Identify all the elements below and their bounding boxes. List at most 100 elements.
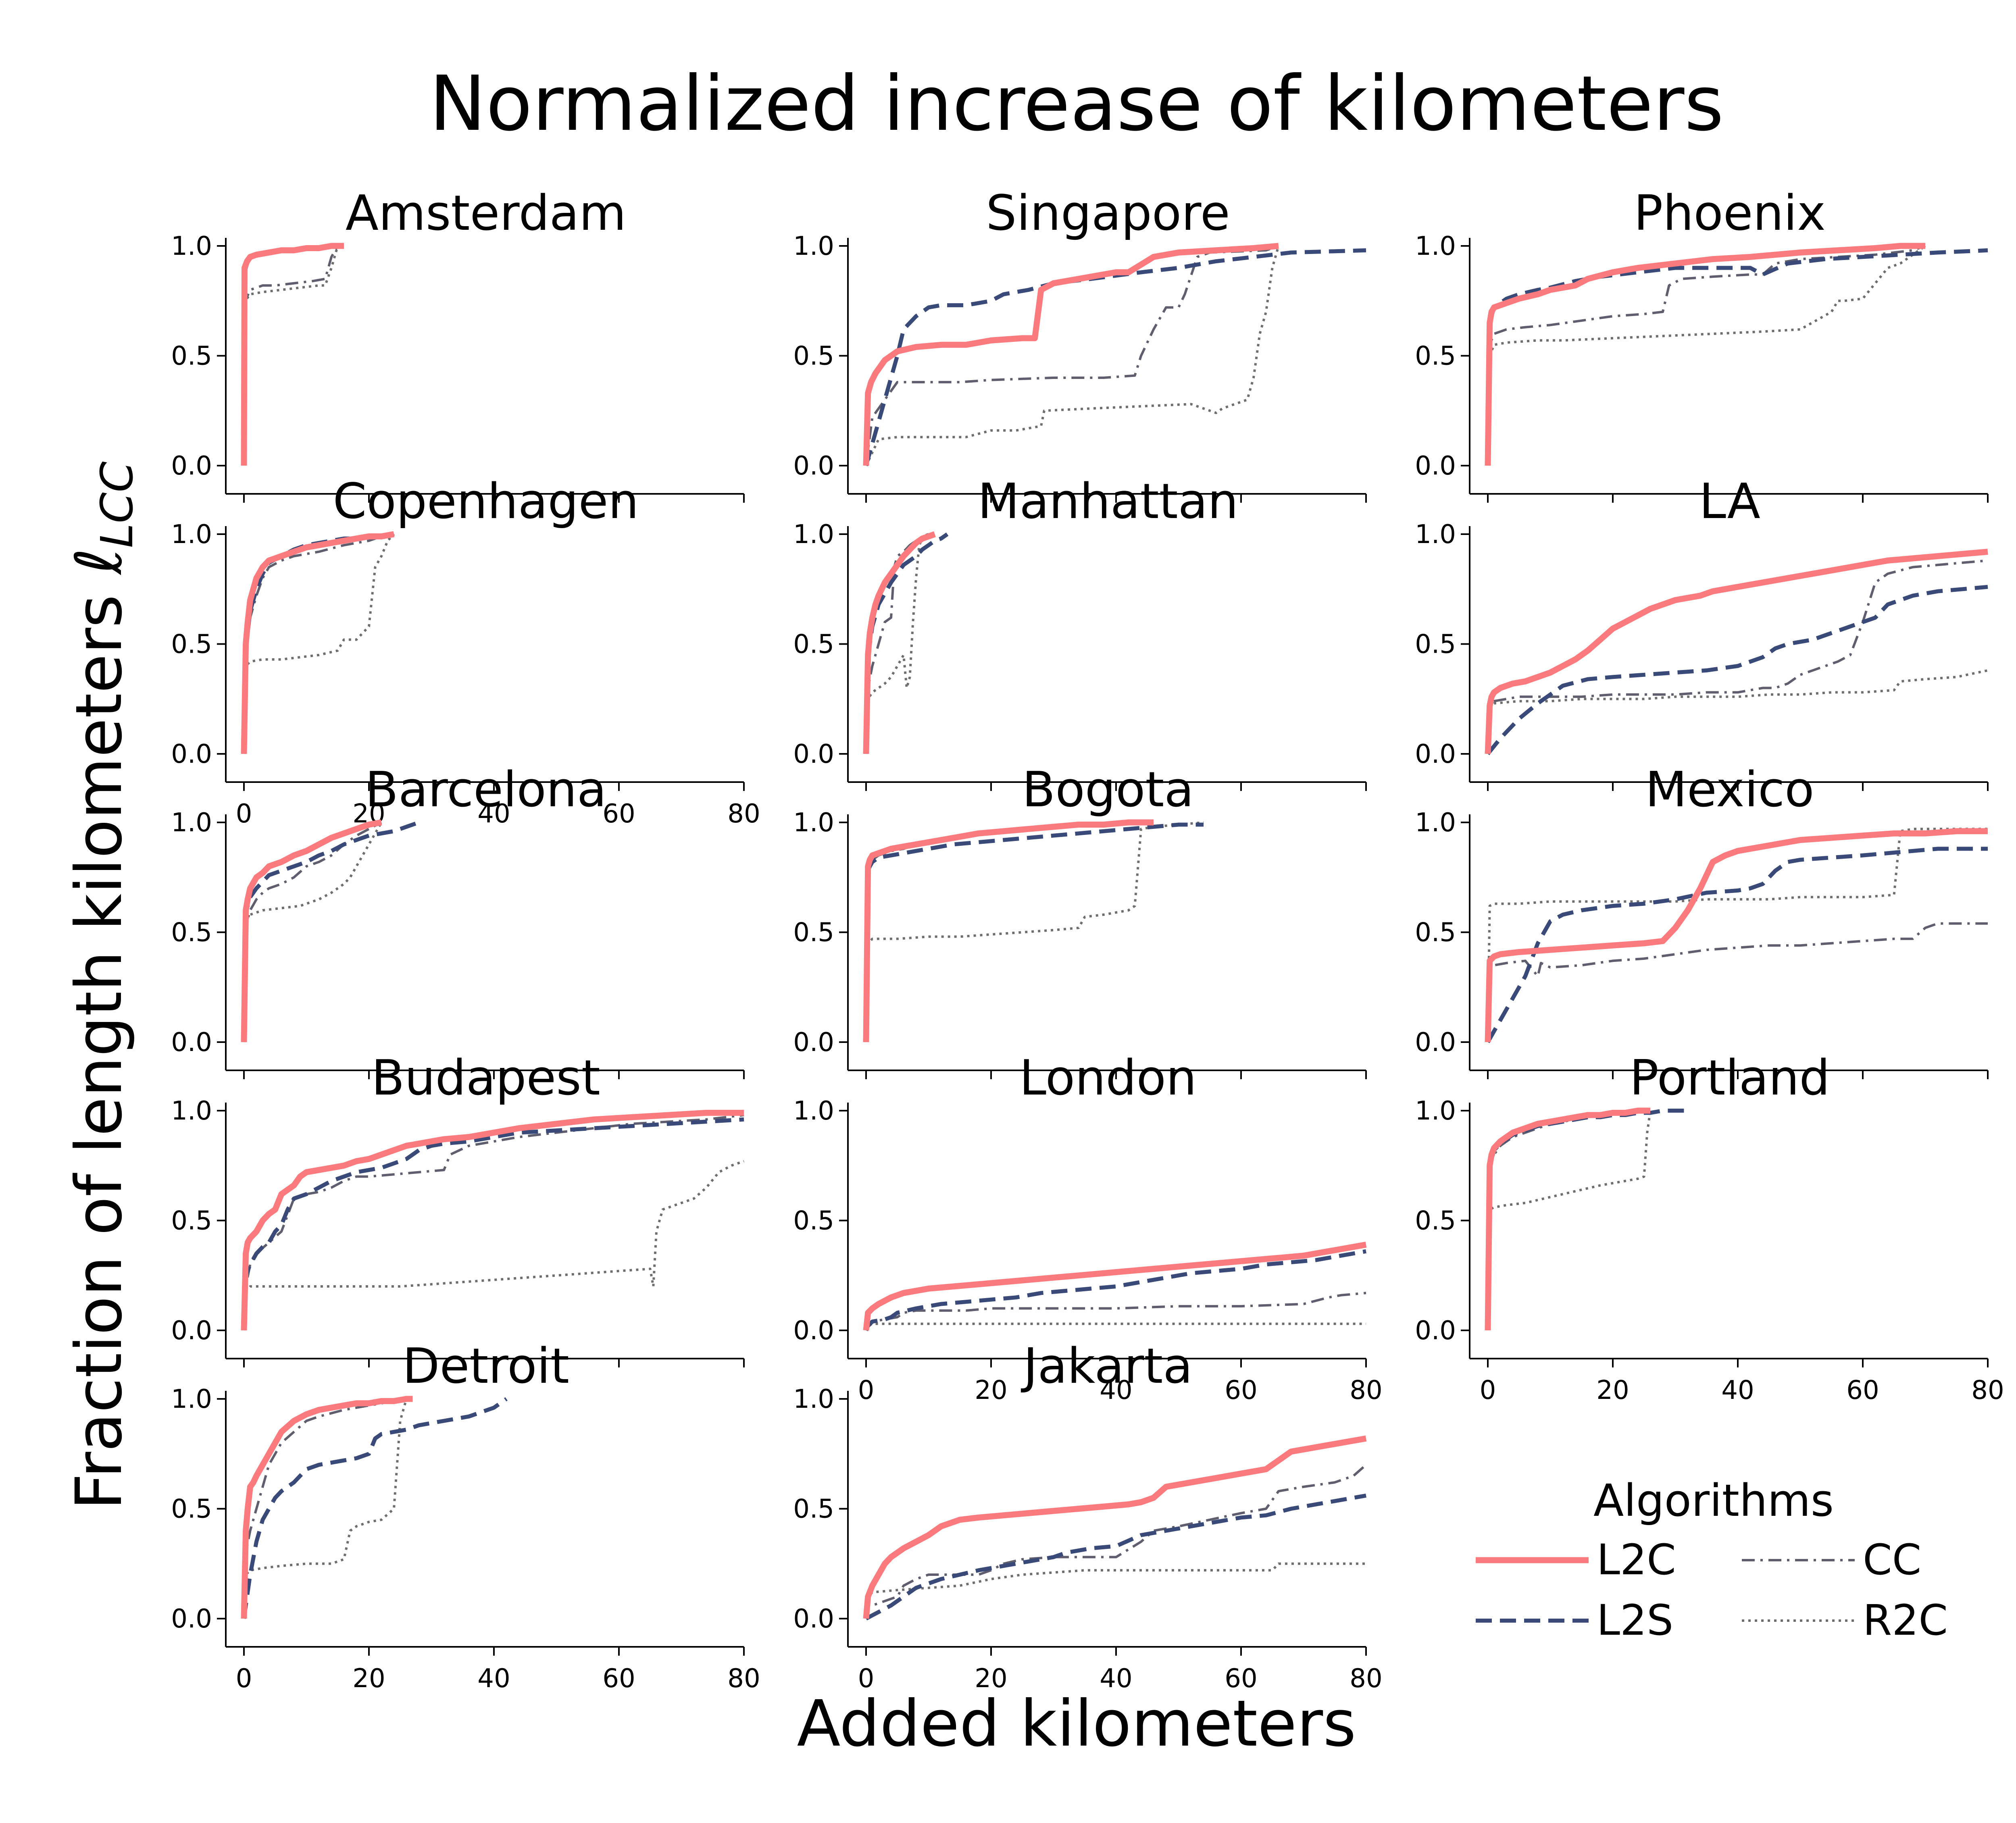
subplot-grid: 0.00.51.0Amsterdam0.00.51.0Singapore0.00… [171, 185, 2004, 1694]
x-tick-label: 60 [1225, 1664, 1257, 1694]
y-tick-label: 1.0 [171, 231, 212, 261]
series-line-cc [865, 245, 1279, 466]
subplot-singapore: 0.0 0.5 1.0 Singapore [793, 185, 1367, 503]
x-tick-label: 60 [602, 799, 635, 829]
series-line-r2c [865, 821, 1204, 1043]
series-line-l2s [864, 248, 1366, 466]
figure-title: Normalized increase of kilometers [429, 60, 1724, 148]
x-tick-label: 20 [975, 1376, 1007, 1405]
y-tick-label: 0.5 [171, 630, 212, 660]
series-line-l2c [241, 243, 344, 466]
legend-entry-cc: CC [1742, 1535, 1921, 1584]
subplot-barcelona: 0.0 0.5 1.0 Barcelona [171, 762, 745, 1079]
subplot-title: London [1019, 1050, 1197, 1106]
subplot-title: Portland [1630, 1050, 1830, 1106]
x-tick-label: 40 [1100, 1664, 1132, 1694]
series-line-cc [865, 821, 1154, 1043]
y-axis-label-text: Fraction of length kilometers [62, 595, 136, 1510]
y-tick-label: 0.0 [171, 1604, 212, 1634]
y-tick-label: 0.5 [1415, 918, 1456, 948]
series-line-r2c [243, 1398, 408, 1619]
subplot-title: Manhattan [978, 474, 1238, 530]
x-axis-label: Added kilometers [797, 1687, 1356, 1761]
series-line-l2s [1486, 1109, 1688, 1331]
y-tick-label: 0.0 [171, 1028, 212, 1057]
series-line-l2c [241, 819, 382, 1043]
x-tick-label: 80 [727, 799, 760, 829]
y-tick-label: 0.0 [793, 739, 834, 769]
x-tick-label: 0 [236, 1664, 252, 1694]
subplot-title: Detroit [402, 1338, 569, 1394]
subplot-title: Mexico [1645, 762, 1814, 818]
series-line-l2s [1486, 248, 1988, 466]
legend-entry-l2c: L2C [1476, 1535, 1676, 1584]
y-tick-label: 0.5 [793, 1206, 834, 1236]
y-axis-label-subscript: LCC [91, 461, 143, 548]
series-line-l2c [863, 1242, 1367, 1331]
y-tick-label: 0.0 [1415, 1028, 1456, 1057]
series-line-l2c [1485, 1107, 1650, 1331]
x-tick-label: 80 [727, 1664, 760, 1694]
subplot-title: LA [1699, 474, 1760, 530]
x-tick-label: 80 [1971, 1376, 2004, 1405]
y-tick-label: 1.0 [793, 231, 834, 261]
y-tick-label: 0.0 [171, 451, 212, 481]
legend-label: L2C [1597, 1535, 1676, 1584]
y-tick-label: 0.0 [171, 1316, 212, 1346]
y-tick-label: 0.0 [793, 1028, 834, 1057]
subplot-mexico: 0.0 0.5 1.0 Mexico [1415, 762, 1989, 1079]
y-tick-label: 1.0 [793, 808, 834, 838]
subplot-london: 0.0 0.5 1.0 0 20 40 60 80 London [793, 1050, 1383, 1405]
y-tick-label: 0.0 [1415, 1316, 1456, 1346]
series-line-l2c [1485, 243, 1925, 466]
x-tick-label: 60 [1846, 1376, 1879, 1405]
y-tick-label: 1.0 [793, 520, 834, 549]
series-line-r2c [1487, 1110, 1652, 1331]
series-line-l2c [863, 1435, 1367, 1619]
x-tick-label: 0 [1480, 1376, 1496, 1405]
y-tick-label: 0.0 [1415, 451, 1456, 481]
y-tick-label: 0.5 [171, 918, 212, 948]
subplot-title: Jakarta [1020, 1338, 1193, 1394]
subplot-title: Barcelona [365, 762, 607, 818]
series-line-r2c [243, 1160, 745, 1331]
x-tick-label: 0 [236, 799, 252, 829]
x-tick-label: 80 [1350, 1376, 1382, 1405]
series-line-l2c [1485, 828, 1988, 1043]
series-line-r2c [243, 822, 383, 1043]
subplot-title: Phoenix [1634, 185, 1826, 241]
series-line-r2c [1487, 245, 1926, 466]
x-tick-label: 40 [477, 1664, 510, 1694]
series-line-cc [243, 1113, 744, 1331]
y-tick-label: 0.5 [793, 918, 834, 948]
legend-title: Algorithms [1593, 1475, 1834, 1526]
series-line-l2s [242, 1117, 744, 1331]
y-tick-label: 1.0 [1415, 808, 1456, 838]
legend-entry-r2c: R2C [1742, 1596, 1948, 1645]
y-tick-label: 1.0 [171, 808, 212, 838]
series-line-cc [1487, 559, 1988, 754]
series-line-l2c [863, 243, 1279, 466]
subplot-title: Bogota [1022, 762, 1194, 818]
y-tick-label: 0.5 [1415, 1206, 1456, 1236]
series-line-cc [865, 1292, 1366, 1331]
y-tick-label: 0.5 [171, 1494, 212, 1524]
series-line-l2s [865, 1493, 1366, 1621]
subplot-title: Amsterdam [346, 185, 626, 241]
series-line-r2c [865, 246, 1280, 466]
series-line-l2s [1486, 847, 1988, 1043]
legend-label: CC [1863, 1535, 1921, 1584]
subplot-jakarta: 0.0 0.5 1.0 0 20 40 60 80 Jakarta [793, 1338, 1383, 1694]
series-line-l2s [1486, 585, 1988, 755]
subplot-budapest: 0.0 0.5 1.0 Budapest [171, 1050, 745, 1367]
series-line-r2c [865, 533, 929, 754]
subplot-phoenix: 0.0 0.5 1.0 Phoenix [1415, 185, 1989, 503]
series-line-l2s [864, 822, 1204, 1043]
subplot-amsterdam: 0.0 0.5 1.0 Amsterdam [171, 185, 745, 503]
x-tick-label: 40 [477, 799, 510, 829]
series-line-l2c [863, 819, 1154, 1043]
y-tick-label: 0.5 [793, 1494, 834, 1524]
y-axis-label-symbol: ℓ [62, 548, 136, 575]
subplot-detroit: 0.0 0.5 1.0 0 20 40 60 80 Detroit [171, 1338, 760, 1694]
